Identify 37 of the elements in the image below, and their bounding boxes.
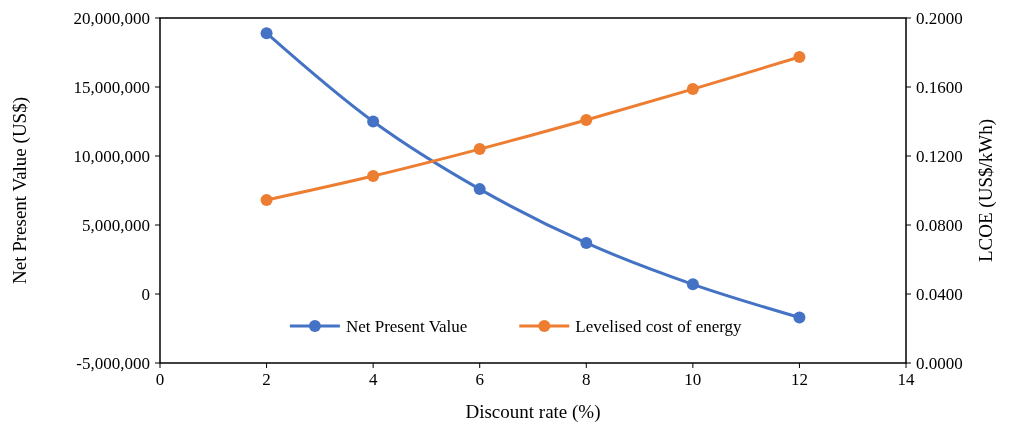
y-tick-label: 5,000,000 [82, 215, 150, 235]
point [686, 83, 699, 96]
x-axis-title: Discount rate (%) [465, 401, 601, 423]
legend-label: Levelised cost of energy [575, 316, 743, 336]
point [367, 170, 380, 183]
x-tick-label: 8 [582, 370, 591, 389]
x-tick-label: 12 [790, 370, 808, 389]
point [473, 183, 486, 196]
y-tick-label: 0 [141, 284, 150, 304]
x-tick-label: 2 [262, 370, 271, 389]
x-tick-label: 14 [897, 370, 915, 389]
y2-tick-label: 0.0400 [916, 284, 963, 304]
x-tick-label: 4 [368, 370, 378, 389]
legend-label: Net Present Value [345, 316, 468, 336]
x-tick-label: 6 [475, 370, 484, 389]
point [580, 113, 593, 126]
point [473, 143, 486, 156]
y2-tick-label: 0.2000 [916, 8, 963, 28]
y-tick-label: -5,000,000 [76, 353, 150, 373]
y-tick-label: 15,000,000 [73, 77, 150, 97]
point [580, 236, 593, 249]
y2-tick-label: 0.1200 [916, 146, 963, 166]
point [367, 115, 380, 128]
y-tick-label: 20,000,000 [73, 8, 150, 28]
x-tick-label: 10 [684, 370, 702, 389]
y-axis-title: Net Present Value (US$) [9, 97, 31, 284]
point [260, 27, 273, 40]
x-tick-label: 0 [155, 370, 165, 389]
point [793, 311, 806, 324]
y2-tick-label: 0.1600 [916, 77, 963, 97]
point [793, 50, 806, 63]
point [260, 193, 273, 206]
y-tick-label: 10,000,000 [73, 146, 150, 166]
point [686, 278, 699, 291]
y2-tick-label: 0.0000 [916, 353, 963, 373]
y2-tick-label: 0.0800 [916, 215, 963, 235]
y2-axis-title: LCOE (US$/kWh) [975, 118, 997, 263]
